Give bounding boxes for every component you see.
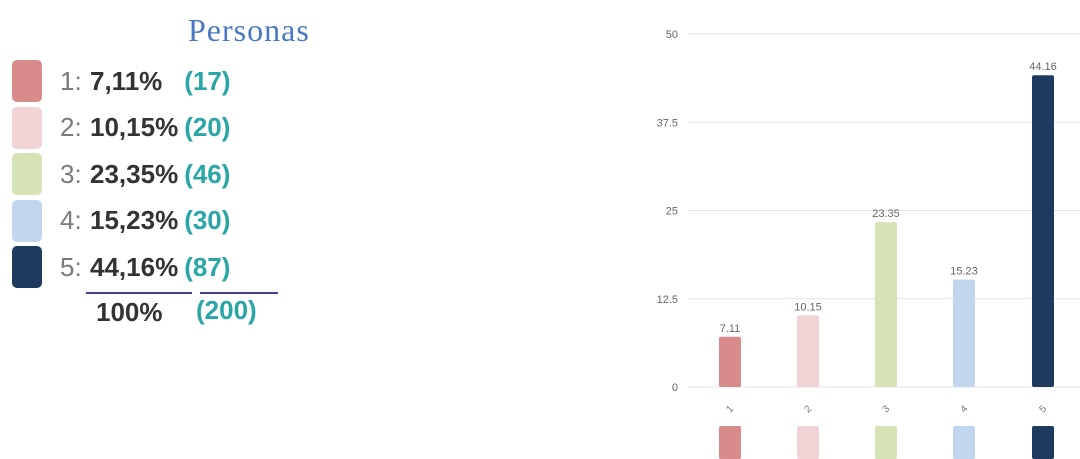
data-label: 7.11 bbox=[720, 323, 741, 335]
legend-item: 2: 10,15% (20) bbox=[12, 105, 231, 152]
total-percent: 100% bbox=[96, 297, 163, 327]
legend-index: 4: bbox=[60, 205, 82, 236]
y-tick-label: 50 bbox=[666, 29, 678, 41]
legend-percent: 44,16% bbox=[90, 251, 179, 282]
legend-swatch bbox=[12, 60, 42, 103]
legend-count: (20) bbox=[184, 112, 231, 143]
legend-item: 5: 44,16% (87) bbox=[12, 244, 231, 291]
data-label: 44.16 bbox=[1029, 61, 1057, 73]
x-tick-label: 3 bbox=[880, 403, 892, 415]
category-swatch bbox=[953, 426, 975, 459]
y-tick-label: 37.5 bbox=[657, 117, 678, 129]
category-swatch bbox=[1032, 426, 1054, 459]
bar bbox=[719, 336, 741, 387]
legend-item: 4: 15,23% (30) bbox=[12, 198, 231, 245]
legend-panel: Personas 1: 7,11% (17) 2: 10,15% (20) 3:… bbox=[0, 0, 380, 459]
legend-swatch bbox=[12, 246, 42, 289]
legend-count: (46) bbox=[184, 158, 231, 189]
y-tick-label: 12.5 bbox=[657, 294, 678, 306]
legend-index: 5: bbox=[60, 251, 82, 282]
legend-swatch bbox=[12, 106, 42, 149]
legend-swatch bbox=[12, 153, 42, 196]
bar bbox=[797, 315, 819, 387]
bar bbox=[953, 279, 975, 387]
legend-item: 3: 23,35% (46) bbox=[12, 151, 231, 198]
legend-count: (17) bbox=[184, 65, 231, 96]
category-swatch bbox=[797, 426, 819, 459]
legend-index: 2: bbox=[60, 112, 82, 143]
x-tick-label: 1 bbox=[724, 403, 736, 415]
data-label: 10.15 bbox=[794, 301, 822, 313]
y-tick-label: 25 bbox=[666, 206, 678, 218]
category-swatch bbox=[875, 426, 897, 459]
total-divider bbox=[200, 292, 278, 294]
legend-item: 1: 7,11% (17) bbox=[12, 58, 231, 105]
legend-count: (30) bbox=[184, 205, 231, 236]
legend-percent: 23,35% bbox=[90, 158, 179, 189]
legend-list: 1: 7,11% (17) 2: 10,15% (20) 3: 23,35% (… bbox=[12, 58, 231, 291]
legend-percent: 10,15% bbox=[90, 112, 179, 143]
category-swatch bbox=[719, 426, 741, 459]
x-tick-label: 4 bbox=[958, 403, 970, 415]
legend-swatch bbox=[12, 199, 42, 242]
y-tick-label: 0 bbox=[672, 382, 678, 394]
bar-chart: 0 12.5 25 37.5 50 7.11 1 10.15 2 23.35 3 15.23 4 44.1… bbox=[657, 29, 1080, 459]
total-divider bbox=[86, 292, 192, 294]
x-tick-label: 2 bbox=[802, 403, 814, 415]
bar bbox=[1032, 75, 1054, 387]
legend-title: Personas bbox=[188, 12, 310, 48]
data-label: 15.23 bbox=[950, 265, 978, 277]
legend-index: 1: bbox=[60, 65, 82, 96]
bar bbox=[875, 222, 897, 387]
legend-index: 3: bbox=[60, 158, 82, 189]
legend-percent: 15,23% bbox=[90, 205, 179, 236]
legend-percent: 7,11% bbox=[90, 65, 163, 96]
total-count: (200) bbox=[196, 295, 257, 325]
legend-count: (87) bbox=[184, 251, 231, 282]
data-label: 23.35 bbox=[872, 208, 900, 220]
x-tick-label: 5 bbox=[1037, 403, 1049, 415]
